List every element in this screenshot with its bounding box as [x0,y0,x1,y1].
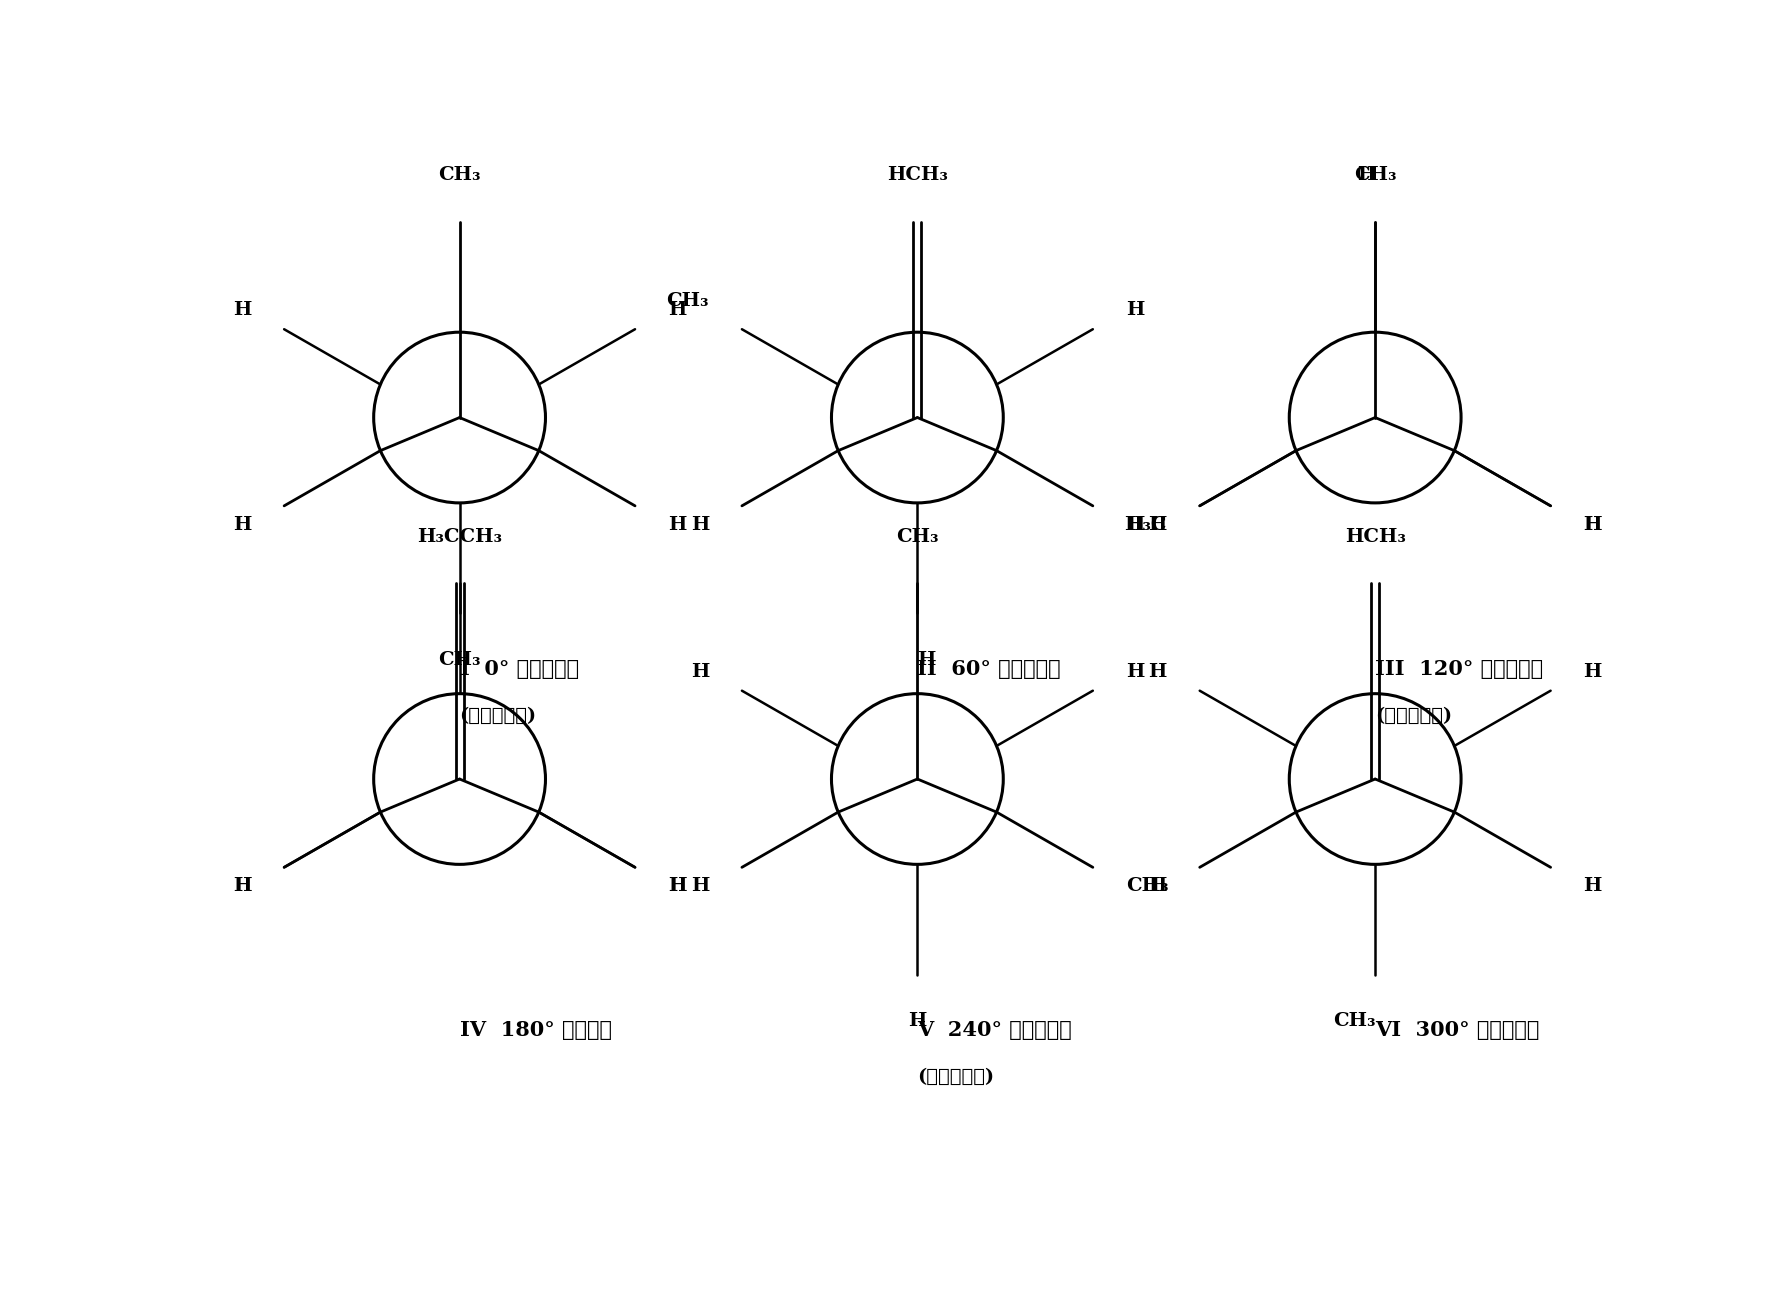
Text: (邻位交叉式): (邻位交叉式) [916,1068,995,1086]
Text: H: H [1149,662,1166,681]
Ellipse shape [374,333,546,503]
Text: CH₃: CH₃ [896,528,937,545]
Text: H: H [907,1012,927,1030]
Text: H: H [667,515,685,533]
Text: H: H [667,878,685,895]
Text: H: H [1583,662,1601,681]
Text: CH₃: CH₃ [1352,166,1395,184]
Text: H: H [1149,878,1166,895]
Text: IV  180° 全重叠式: IV 180° 全重叠式 [460,1020,612,1041]
Text: H: H [667,301,685,319]
Text: H₃C: H₃C [1123,515,1166,533]
Ellipse shape [832,694,1002,865]
Text: CH₃: CH₃ [666,292,708,310]
Ellipse shape [374,694,546,865]
Text: H: H [233,301,250,319]
Text: H: H [1149,515,1166,533]
Text: H: H [1583,515,1601,533]
Text: H: H [667,878,685,895]
Ellipse shape [832,333,1002,503]
Text: CH₃: CH₃ [1125,878,1168,895]
Text: I  0° 反位交叉式: I 0° 反位交叉式 [460,659,578,678]
Text: CH₃: CH₃ [1333,1012,1374,1030]
Text: CH₃: CH₃ [438,166,481,184]
Text: H₃CCH₃: H₃CCH₃ [417,528,501,545]
Text: H: H [1125,301,1143,319]
Text: H: H [1356,166,1374,184]
Text: H: H [691,515,708,533]
Text: II  60° 部分重叠式: II 60° 部分重叠式 [916,659,1061,678]
Text: CH₃: CH₃ [438,651,481,669]
Text: H: H [233,878,250,895]
Text: H: H [1583,515,1601,533]
Text: HCH₃: HCH₃ [886,166,948,184]
Text: (邻位交叉式): (邻位交叉式) [1374,707,1451,725]
Text: H: H [916,651,936,669]
Text: HCH₃: HCH₃ [1344,528,1404,545]
Text: H: H [691,878,708,895]
Text: (对位交叉式): (对位交叉式) [460,707,537,725]
Text: H: H [233,878,250,895]
Text: H: H [1583,878,1601,895]
Ellipse shape [1288,333,1460,503]
Text: V  240° 顺位交叉式: V 240° 顺位交叉式 [916,1020,1072,1041]
Ellipse shape [1288,694,1460,865]
Text: H: H [691,662,708,681]
Text: H: H [233,515,250,533]
Text: H: H [1125,662,1143,681]
Text: III  120° 顺位交叉式: III 120° 顺位交叉式 [1374,659,1542,678]
Text: H: H [1125,515,1143,533]
Text: VI  300° 部分重叠式: VI 300° 部分重叠式 [1374,1020,1539,1041]
